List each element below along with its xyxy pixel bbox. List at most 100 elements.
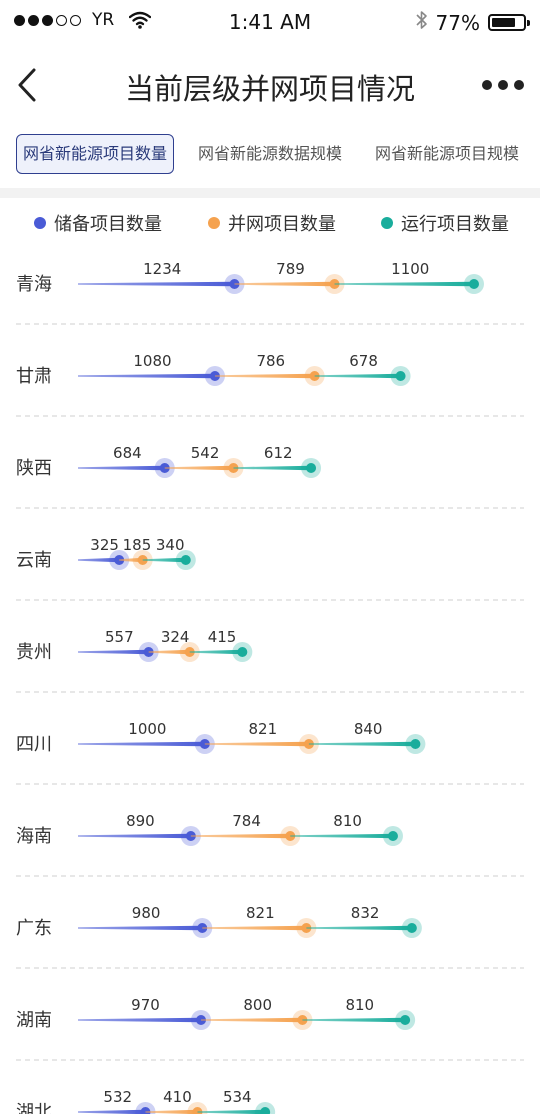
legend-swatch: [381, 217, 393, 229]
bar-segment: [78, 1109, 146, 1114]
value-label: 1080: [133, 352, 171, 370]
tab-project-scale[interactable]: 网省新能源项目规模: [375, 144, 520, 163]
value-label: 970: [131, 996, 160, 1014]
more-dot-icon: [482, 80, 492, 90]
value-label: 324: [161, 628, 190, 646]
value-label: 557: [105, 628, 134, 646]
tab-project-count[interactable]: 网省新能源项目数量: [16, 134, 175, 174]
legend-swatch: [34, 217, 46, 229]
bar-segment: [78, 281, 235, 287]
row-label: 湖南: [16, 1010, 52, 1031]
chart-legend: 储备项目数量 并网项目数量 运行项目数量: [0, 210, 540, 240]
bar-segment: [78, 373, 215, 379]
signal-dot-icon: [42, 14, 53, 26]
end-marker: [400, 1015, 411, 1025]
end-marker: [395, 371, 406, 381]
end-marker: [410, 739, 421, 749]
value-label: 810: [333, 812, 362, 830]
value-label: 542: [191, 444, 220, 462]
bar-segment: [148, 649, 190, 655]
bar-segment: [302, 1017, 406, 1023]
legend-label: 并网项目数量: [228, 214, 336, 235]
value-label: 786: [256, 352, 285, 370]
battery-percent: 77%: [435, 10, 480, 35]
chevron-left-icon: [18, 68, 36, 102]
value-label: 415: [208, 628, 237, 646]
carrier-name: YR: [92, 10, 115, 30]
end-marker: [387, 831, 398, 841]
value-label: 1234: [143, 260, 181, 278]
status-bar: YR 1:41 AM 77%: [0, 0, 540, 46]
bar-segment: [200, 1017, 303, 1023]
value-label: 532: [103, 1088, 132, 1106]
bar-segment: [214, 373, 315, 379]
value-label: 821: [246, 904, 275, 922]
value-label: 810: [345, 996, 374, 1014]
end-marker: [180, 555, 191, 565]
end-marker: [406, 923, 417, 933]
value-label: 840: [354, 720, 383, 738]
back-button[interactable]: [14, 66, 44, 104]
signal-dot-icon: [14, 14, 25, 26]
value-label: 684: [113, 444, 142, 462]
row-label: 贵州: [16, 642, 52, 663]
value-label: 800: [243, 996, 272, 1014]
bar-segment: [78, 925, 203, 931]
bar-segment: [306, 925, 412, 931]
bar-segment: [190, 833, 291, 839]
row-label: 湖北: [16, 1102, 52, 1114]
value-label: 185: [123, 536, 152, 554]
row-label: 广东: [16, 918, 52, 939]
bar-segment: [78, 465, 165, 471]
section-divider: [0, 188, 540, 198]
bar-segment: [234, 281, 335, 287]
bar-segment: [119, 557, 143, 563]
value-label: 534: [223, 1088, 252, 1106]
nav-bar: 当前层级并网项目情况: [0, 50, 540, 120]
signal-dot-icon: [28, 14, 39, 26]
page-title: 当前层级并网项目情况: [124, 72, 415, 106]
value-label: 1100: [391, 260, 429, 278]
wifi-icon: [129, 11, 152, 29]
more-button[interactable]: [482, 74, 524, 96]
bar-segment: [145, 1109, 198, 1114]
value-label: 340: [156, 536, 185, 554]
value-label: 410: [163, 1088, 192, 1106]
row-label: 甘肃: [16, 366, 52, 387]
value-label: 678: [349, 352, 378, 370]
legend-label: 储备项目数量: [54, 214, 162, 235]
tab-bar: 网省新能源项目数量 网省新能源数据规模 网省新能源项目规模: [0, 134, 540, 174]
end-marker: [306, 463, 317, 473]
bar-segment: [142, 557, 186, 563]
legend-label: 运行项目数量: [401, 214, 509, 235]
legend-item-operating: 运行项目数量: [381, 210, 509, 236]
bar-segment: [78, 1017, 201, 1023]
bar-segment: [78, 741, 205, 747]
clock: 1:41 AM: [228, 10, 312, 34]
row-label: 陕西: [16, 458, 52, 479]
bar-segment: [334, 281, 474, 287]
battery-icon: [488, 14, 530, 31]
more-dot-icon: [514, 80, 524, 90]
bar-segment: [233, 465, 312, 471]
value-label: 832: [351, 904, 380, 922]
bar-segment: [78, 557, 120, 563]
bar-segment: [314, 373, 401, 379]
value-label: 325: [90, 536, 119, 554]
value-label: 821: [249, 720, 278, 738]
bar-segment: [204, 741, 309, 747]
bar-segment: [189, 649, 243, 655]
bar-segment: [290, 833, 393, 839]
row-label: 海南: [16, 826, 52, 847]
end-marker: [260, 1107, 271, 1114]
tab-data-scale[interactable]: 网省新能源数据规模: [198, 144, 343, 163]
bar-segment: [197, 1109, 266, 1114]
signal-dot-empty-icon: [70, 14, 81, 26]
end-marker: [237, 647, 248, 657]
row-label: 云南: [16, 550, 52, 571]
legend-item-grid: 并网项目数量: [208, 210, 336, 236]
value-label: 784: [232, 812, 261, 830]
value-label: 980: [132, 904, 161, 922]
end-marker: [468, 279, 479, 289]
